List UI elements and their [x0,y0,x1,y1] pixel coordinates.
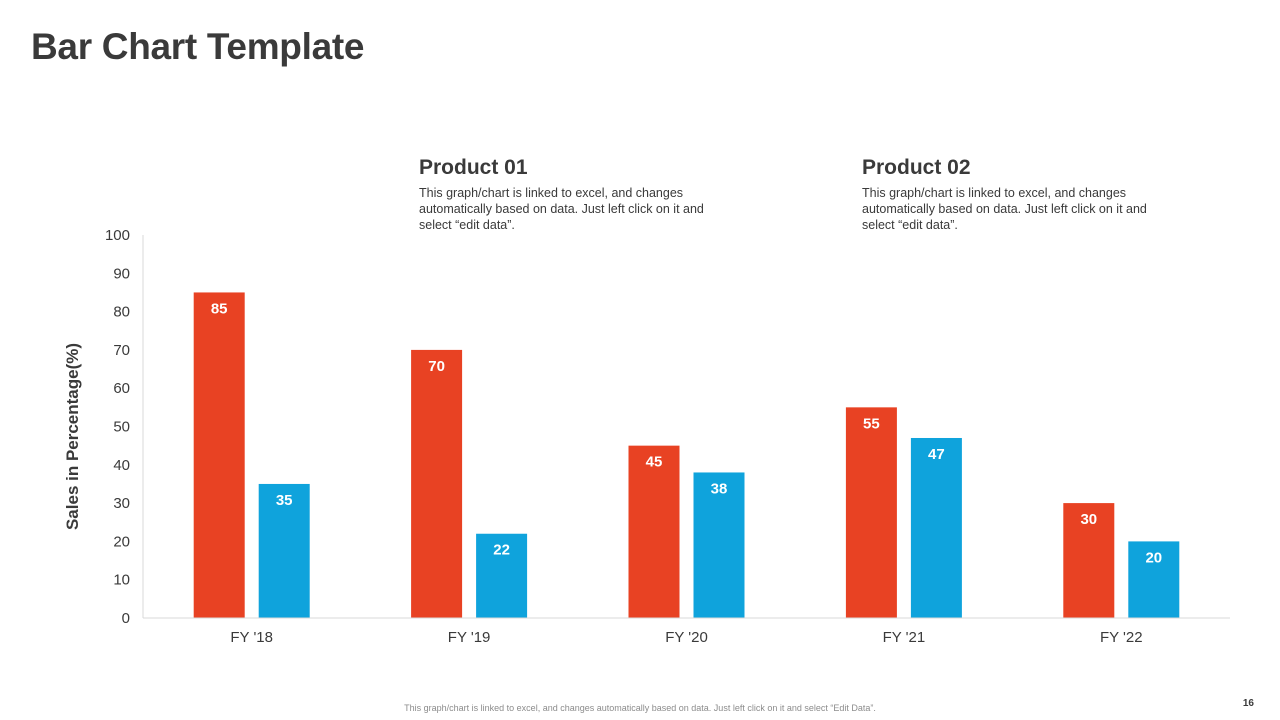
data-label-product-02: 47 [928,446,945,463]
legend-product-01: Product 01 This graph/chart is linked to… [419,156,739,233]
y-tick-label: 40 [113,457,130,474]
data-label-product-01: 30 [1080,511,1097,528]
y-tick-label: 0 [122,610,130,627]
x-tick-label: FY '19 [448,629,491,646]
data-label-product-01: 85 [211,300,228,317]
x-tick-label: FY '21 [883,629,926,646]
legend-product-02: Product 02 This graph/chart is linked to… [862,156,1182,233]
y-axis-ticks: 0 10 20 30 40 50 60 70 80 90 100 [105,227,130,627]
data-label-product-01: 45 [646,454,663,471]
data-label-product-01: 70 [428,358,445,375]
x-axis-ticks: FY '18 FY '19 FY '20 FY '21 FY '22 [230,629,1142,646]
bar-product-01[interactable] [193,292,245,618]
legend-product-02-title: Product 02 [862,156,971,179]
data-label-product-02: 20 [1145,549,1162,566]
x-tick-label: FY '22 [1100,629,1143,646]
bar-product-01[interactable] [1063,503,1115,618]
data-label-product-02: 35 [276,492,293,509]
legend-product-02-description: This graph/chart is linked to excel, and… [862,186,1147,232]
y-tick-label: 90 [113,265,130,282]
bars [193,292,1180,618]
y-axis-label: Sales in Percentage(%) [63,343,82,530]
y-tick-label: 60 [113,380,130,397]
y-tick-label: 30 [113,495,130,512]
data-label-product-02: 38 [711,480,728,497]
legend-product-01-title: Product 01 [419,156,528,179]
y-tick-label: 50 [113,419,130,436]
y-tick-label: 70 [113,342,130,359]
bar-product-01[interactable] [411,349,463,618]
y-tick-label: 10 [113,572,130,589]
data-label-product-01: 55 [863,415,880,432]
bar-product-01[interactable] [845,407,897,618]
legend-product-01-description: This graph/chart is linked to excel, and… [419,186,704,232]
footer-note: This graph/chart is linked to excel, and… [404,703,876,713]
bar-product-02[interactable] [693,472,745,618]
bar-product-02[interactable] [1128,541,1180,618]
x-tick-label: FY '18 [230,629,273,646]
slide-title: Bar Chart Template [31,26,365,67]
x-tick-label: FY '20 [665,629,708,646]
bar-data-labels: 85 35 70 22 45 38 55 47 30 20 [211,300,1162,566]
bar-product-02[interactable] [258,483,310,618]
bar-product-02[interactable] [910,437,962,618]
page-number: 16 [1242,698,1254,709]
y-tick-label: 100 [105,227,130,244]
y-tick-label: 80 [113,304,130,321]
bar-product-02[interactable] [476,533,528,618]
y-tick-label: 20 [113,533,130,550]
data-label-product-02: 22 [493,542,510,559]
bar-product-01[interactable] [628,445,680,618]
